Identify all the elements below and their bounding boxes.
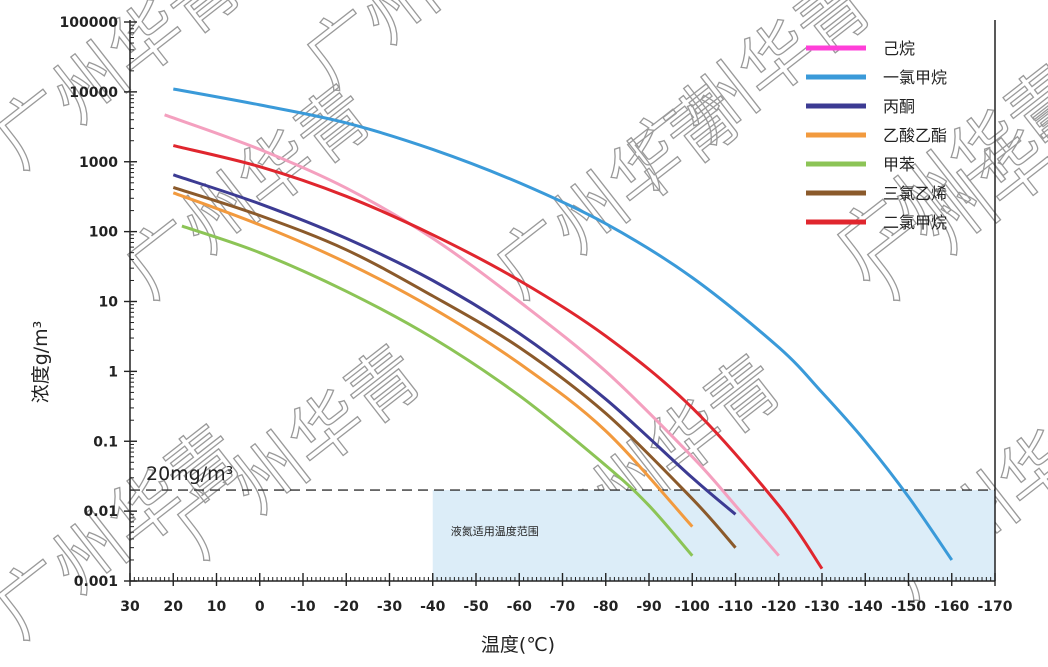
y-tick-label: 10 [99, 295, 119, 311]
x-tick-label: -120 [761, 599, 796, 615]
x-tick-label: -10 [290, 599, 316, 615]
reference-line-label: 20mg/m³ [146, 463, 233, 485]
x-tick-label: -70 [550, 599, 576, 615]
liquid-nitrogen-range-region [432, 490, 995, 581]
x-tick-label: -90 [636, 599, 662, 615]
y-tick-label: 100000 [60, 15, 119, 31]
legend-label-5: 三氯乙烯 [883, 184, 947, 203]
x-tick-label: -100 [675, 599, 710, 615]
x-tick-label: -20 [334, 599, 360, 615]
x-tick-label: 20 [164, 599, 184, 615]
x-tick-label: -140 [848, 599, 883, 615]
y-tick-label: 10000 [69, 85, 118, 101]
liquid-nitrogen-range-label: 液氮适用温度范围 [451, 524, 539, 538]
legend-label-3: 乙酸乙酯 [883, 126, 947, 145]
x-tick-label: -30 [377, 599, 403, 615]
legend-label-4: 甲苯 [883, 155, 915, 174]
y-tick-label: 0.1 [93, 434, 118, 450]
series-line-2 [172, 173, 737, 516]
x-tick-label: -40 [420, 599, 446, 615]
watermark-text: 广州华青 [289, 0, 568, 103]
x-tick-label: -170 [977, 599, 1012, 615]
x-tick-label: -150 [891, 599, 926, 615]
legend-label-2: 丙酮 [883, 97, 915, 116]
x-tick-label: -160 [934, 599, 969, 615]
x-tick-label: 30 [120, 599, 140, 615]
axes [124, 20, 996, 586]
y-tick-label: 100 [89, 225, 118, 241]
x-tick-label: -60 [507, 599, 533, 615]
y-tick-label: 1000 [79, 155, 118, 171]
series-lines [164, 87, 954, 570]
x-tick-label: -80 [593, 599, 619, 615]
y-tick-label: 0.001 [74, 574, 118, 590]
watermark-text: 广州华青 [609, 0, 888, 203]
x-tick-label: -50 [463, 599, 489, 615]
y-tick-label: 0.01 [83, 504, 118, 520]
legend-label-1: 一氯甲烷 [883, 68, 947, 87]
x-tick-label: -110 [718, 599, 753, 615]
legend-label-0: 己烷 [883, 39, 915, 58]
series-line-3 [172, 191, 694, 528]
series-line-4 [181, 224, 694, 557]
x-tick-label: 10 [207, 599, 227, 615]
series-line-6 [172, 144, 824, 570]
x-tick-label: -130 [804, 599, 839, 615]
series-line-5 [172, 185, 737, 549]
series-line-0 [164, 113, 780, 557]
watermark-text: 广州华青 [109, 70, 388, 314]
x-axis-title: 温度(℃) [481, 634, 555, 656]
x-tick-label: 0 [255, 599, 265, 615]
y-tick-label: 1 [108, 364, 118, 380]
series-line-1 [173, 87, 954, 561]
legend-label-6: 二氯甲烷 [883, 213, 947, 232]
y-axis-title: 浓度g/m³ [30, 321, 52, 404]
